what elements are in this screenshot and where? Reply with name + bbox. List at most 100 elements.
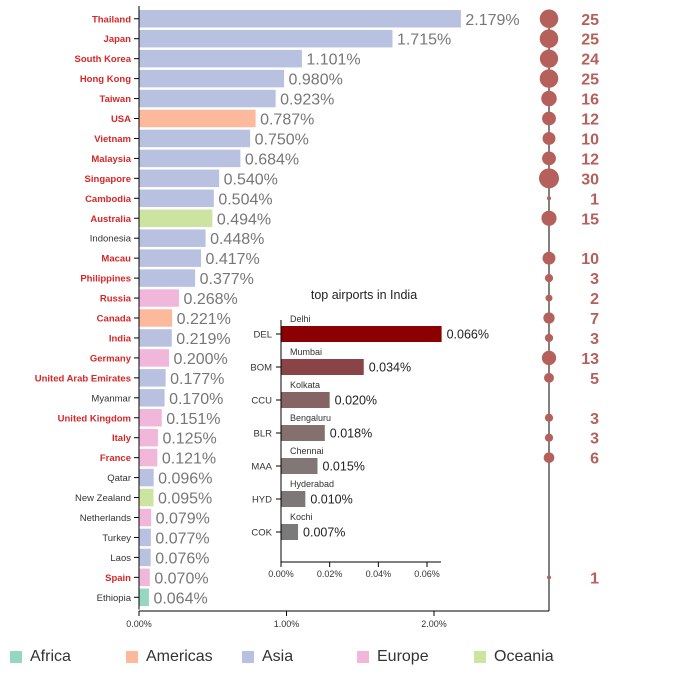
legend-label-americas: Americas bbox=[146, 648, 213, 665]
cases-dot-south-korea bbox=[539, 49, 559, 68]
x-tick-label-1: 1.00% bbox=[274, 619, 300, 629]
inset-x-tick-label-3: 0.06% bbox=[414, 569, 440, 579]
cases-label-macau: 10 bbox=[581, 251, 599, 268]
value-label-spain: 0.070% bbox=[154, 570, 208, 587]
cases-dot-thailand bbox=[539, 9, 559, 29]
bar-thailand bbox=[139, 10, 461, 28]
bar-hong-kong bbox=[139, 69, 285, 88]
airport-value-ccu: 0.020% bbox=[335, 394, 377, 408]
cases-dot-united-kingdom bbox=[544, 413, 554, 422]
bar-laos bbox=[139, 548, 151, 567]
cases-label-japan: 25 bbox=[581, 32, 599, 49]
category-label-germany: Germany bbox=[90, 353, 132, 364]
category-label-france: France bbox=[100, 453, 131, 464]
bar-indonesia bbox=[139, 229, 206, 247]
value-label-new-zealand: 0.095% bbox=[158, 491, 212, 508]
category-label-macau: Macau bbox=[101, 254, 131, 265]
airport-value-bom: 0.034% bbox=[369, 361, 411, 375]
cases-dot-canada bbox=[543, 312, 555, 324]
value-label-philippines: 0.377% bbox=[200, 271, 254, 288]
airport-code-ccu: CCU bbox=[251, 396, 272, 407]
x-tick-label-0: 0.00% bbox=[126, 619, 152, 629]
bar-south-korea bbox=[139, 49, 302, 68]
airport-city-hyd: Hyderabad bbox=[290, 479, 334, 489]
cases-label-taiwan: 16 bbox=[581, 92, 599, 109]
legend-item-oceania: Oceania bbox=[474, 648, 554, 666]
value-label-usa: 0.787% bbox=[260, 112, 314, 129]
cases-dot-italy bbox=[544, 433, 554, 442]
airport-bar-ccu bbox=[281, 392, 330, 408]
bar-india bbox=[139, 329, 172, 347]
value-label-japan: 1.715% bbox=[397, 32, 451, 49]
cases-dot-france bbox=[543, 452, 555, 463]
bar-ethiopia bbox=[139, 588, 149, 607]
cases-label-italy: 3 bbox=[590, 431, 599, 448]
value-label-thailand: 2.179% bbox=[465, 12, 519, 29]
cases-label-singapore: 30 bbox=[581, 171, 599, 188]
category-label-ethiopia: Ethiopia bbox=[97, 593, 132, 604]
value-label-ethiopia: 0.064% bbox=[153, 590, 207, 607]
legend-swatch-americas bbox=[126, 651, 138, 663]
airport-code-blr: BLR bbox=[254, 429, 273, 440]
value-label-netherlands: 0.079% bbox=[156, 511, 210, 528]
airport-bar-blr bbox=[281, 425, 325, 441]
bar-malaysia bbox=[139, 149, 241, 168]
value-label-india: 0.219% bbox=[176, 331, 230, 348]
value-label-vietnam: 0.750% bbox=[255, 131, 309, 148]
cases-label-spain: 1 bbox=[590, 570, 599, 587]
inset-title: top airports in India bbox=[311, 288, 417, 302]
value-label-laos: 0.076% bbox=[155, 550, 209, 567]
airport-code-hyd: HYD bbox=[252, 495, 272, 506]
cases-dots-group: 25 25 24 25 16 12 10 12 30 1 15 10 3 2 7 3 13 5 3 3 6 1 bbox=[539, 9, 599, 587]
legend-item-africa: Africa bbox=[10, 648, 71, 666]
category-label-italy: Italy bbox=[112, 433, 132, 444]
bar-australia bbox=[139, 209, 213, 227]
category-label-indonesia: Indonesia bbox=[90, 234, 132, 245]
value-label-qatar: 0.096% bbox=[158, 471, 212, 488]
category-label-vietnam: Vietnam bbox=[94, 134, 131, 145]
cases-dot-taiwan bbox=[541, 90, 557, 107]
category-label-thailand: Thailand bbox=[92, 14, 131, 25]
value-label-singapore: 0.540% bbox=[224, 171, 278, 188]
value-label-indonesia: 0.448% bbox=[210, 231, 264, 248]
main-x-axis: 0.00% 1.00% 2.00% bbox=[126, 10, 550, 629]
cases-label-thailand: 25 bbox=[581, 12, 599, 29]
airport-city-maa: Chennai bbox=[290, 446, 324, 456]
cases-dot-japan bbox=[539, 29, 559, 48]
cases-label-russia: 2 bbox=[590, 291, 599, 308]
bar-cambodia bbox=[139, 189, 214, 208]
airport-bar-hyd bbox=[281, 491, 306, 507]
bar-qatar bbox=[139, 468, 154, 487]
value-label-united-arab-emirates: 0.177% bbox=[170, 371, 224, 388]
airport-code-del: DEL bbox=[254, 330, 272, 341]
cases-dot-russia bbox=[545, 294, 553, 302]
category-label-new-zealand: New Zealand bbox=[75, 493, 131, 504]
cases-dot-germany bbox=[541, 350, 557, 366]
value-label-russia: 0.268% bbox=[184, 291, 238, 308]
category-label-spain: Spain bbox=[105, 573, 131, 584]
airport-bar-del bbox=[281, 326, 442, 342]
category-label-turkey: Turkey bbox=[102, 533, 131, 544]
category-label-qatar: Qatar bbox=[107, 473, 131, 484]
x-tick-label-2: 2.00% bbox=[421, 619, 447, 629]
bar-new-zealand bbox=[139, 488, 154, 507]
cases-label-canada: 7 bbox=[590, 311, 599, 328]
category-label-australia: Australia bbox=[90, 214, 131, 225]
value-label-turkey: 0.077% bbox=[155, 530, 209, 547]
airport-bar-bom bbox=[281, 359, 364, 375]
legend-label-europe: Europe bbox=[377, 648, 429, 665]
cases-label-usa: 12 bbox=[581, 112, 599, 129]
cases-label-philippines: 3 bbox=[590, 271, 599, 288]
bar-united-kingdom bbox=[139, 409, 162, 427]
cases-dot-macau bbox=[542, 251, 556, 265]
cases-label-cambodia: 1 bbox=[590, 191, 599, 208]
legend-label-oceania: Oceania bbox=[494, 648, 554, 665]
category-label-singapore: Singapore bbox=[85, 174, 131, 185]
airport-code-cok: COK bbox=[251, 528, 272, 539]
cases-label-vietnam: 10 bbox=[581, 131, 599, 148]
value-label-myanmar: 0.170% bbox=[169, 391, 223, 408]
cases-dot-philippines bbox=[544, 273, 554, 283]
cases-label-india: 3 bbox=[590, 331, 599, 348]
legend: Africa Americas Asia Europe Oceania bbox=[0, 648, 691, 672]
cases-dot-cambodia bbox=[547, 196, 551, 201]
